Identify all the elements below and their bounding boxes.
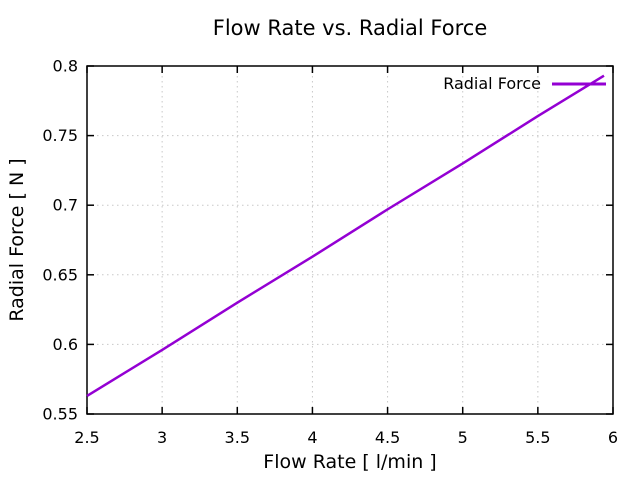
y-tick-label: 0.7	[53, 196, 78, 215]
data-line-radial-force	[86, 74, 605, 397]
legend-line-sample	[552, 82, 606, 85]
y-tick-label: 0.65	[42, 265, 78, 284]
legend-label: Radial Force	[443, 74, 541, 93]
x-tick-label: 2.5	[74, 428, 99, 447]
legend: Radial Force	[443, 74, 606, 93]
x-tick-label: 4.5	[375, 428, 400, 447]
x-tick-label: 3	[157, 428, 167, 447]
chart-title: Flow Rate vs. Radial Force	[212, 16, 488, 40]
y-tick-label: 0.6	[53, 335, 78, 354]
x-tick-label: 5	[458, 428, 468, 447]
x-axis-label: Flow Rate [ l/min ]	[263, 451, 437, 473]
x-tick-label: 6	[608, 428, 618, 447]
y-tick-label: 0.8	[53, 57, 78, 76]
x-tick-label: 5.5	[525, 428, 550, 447]
plot-border	[86, 65, 614, 415]
x-tick-label: 3.5	[225, 428, 250, 447]
x-tick-label: 4	[307, 428, 317, 447]
y-tick-label: 0.75	[42, 126, 78, 145]
y-tick-label: 0.55	[42, 405, 78, 424]
